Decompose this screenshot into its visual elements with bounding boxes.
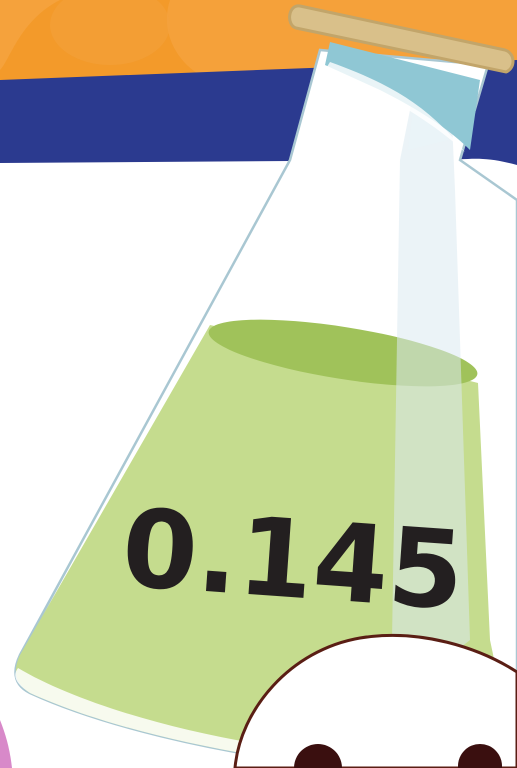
flask-value-text: 0.145 — [118, 486, 468, 635]
pink-corner-shape — [0, 720, 12, 768]
